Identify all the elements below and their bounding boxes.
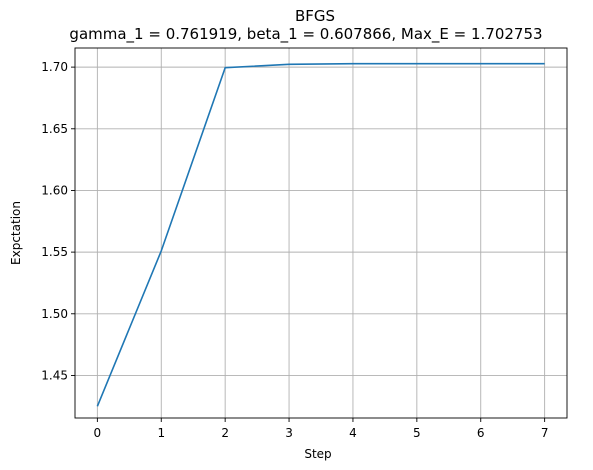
x-tick-label: 1 xyxy=(157,426,165,440)
y-tick-label: 1.50 xyxy=(41,307,68,321)
x-tick-label: 2 xyxy=(221,426,229,440)
series-line xyxy=(96,62,545,407)
series-layer xyxy=(96,62,545,407)
y-tick-label: 1.60 xyxy=(41,183,68,197)
x-tick-label: 0 xyxy=(94,426,102,440)
ticks: 0 1 2 3 4 5 6 7 1.45 1.50 1.55 1.60 1.65 1.70 xyxy=(41,60,548,440)
chart-title: BFGS xyxy=(295,7,335,25)
x-tick-label: 4 xyxy=(349,426,357,440)
x-tick-label: 7 xyxy=(541,426,549,440)
grid xyxy=(75,48,567,418)
y-tick-label: 1.65 xyxy=(41,122,68,136)
plot-area-frame xyxy=(74,47,568,419)
y-tick-label: 1.45 xyxy=(41,368,68,382)
x-axis-label: Step xyxy=(304,447,331,461)
x-tick-label: 3 xyxy=(285,426,293,440)
y-axis-label: Expctation xyxy=(9,201,23,265)
chart-subtitle: gamma_1 = 0.761919, beta_1 = 0.607866, M… xyxy=(69,25,542,44)
x-tick-label: 5 xyxy=(413,426,421,440)
y-tick-label: 1.70 xyxy=(41,60,68,74)
x-tick-label: 6 xyxy=(477,426,485,440)
y-tick-label: 1.55 xyxy=(41,245,68,259)
